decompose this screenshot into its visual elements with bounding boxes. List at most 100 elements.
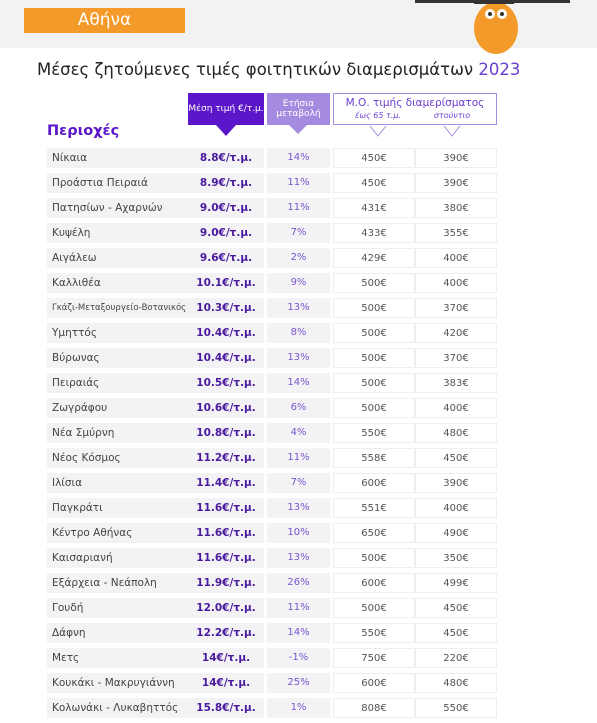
change-cell: 13% bbox=[267, 298, 330, 318]
upto65-cell: 450€ bbox=[333, 173, 415, 193]
upto65-cell: 550€ bbox=[333, 623, 415, 643]
upto65-cell: 500€ bbox=[333, 598, 415, 618]
area-cell: Νίκαια bbox=[47, 148, 188, 168]
header-arrows bbox=[216, 125, 461, 137]
upto65-cell: 551€ bbox=[333, 498, 415, 518]
price-cell: 14€/τ.μ. bbox=[188, 648, 264, 668]
upto65-cell: 500€ bbox=[333, 373, 415, 393]
change-cell: -1% bbox=[267, 648, 330, 668]
studio-cell: 400€ bbox=[415, 398, 497, 418]
price-cell: 10.1€/τ.μ. bbox=[188, 273, 264, 293]
change-cell: 8% bbox=[267, 323, 330, 343]
studio-cell: 450€ bbox=[415, 598, 497, 618]
change-cell: 11% bbox=[267, 173, 330, 193]
area-cell: Προάστια Πειραιά bbox=[47, 173, 188, 193]
change-cell: 13% bbox=[267, 348, 330, 368]
price-cell: 10.8€/τ.μ. bbox=[188, 423, 264, 443]
upto65-cell: 500€ bbox=[333, 348, 415, 368]
upto65-cell: 558€ bbox=[333, 448, 415, 468]
area-cell: Κυψέλη bbox=[47, 223, 188, 243]
price-cell: 11.6€/τ.μ. bbox=[188, 498, 264, 518]
area-cell: Καισαριανή bbox=[47, 548, 188, 568]
price-cell: 10.5€/τ.μ. bbox=[188, 373, 264, 393]
upto65-cell: 500€ bbox=[333, 273, 415, 293]
area-cell: Γκάζι-Μεταξουργείο-Βοτανικός bbox=[47, 298, 188, 318]
change-cell: 11% bbox=[267, 598, 330, 618]
studio-cell: 370€ bbox=[415, 348, 497, 368]
studio-cell: 550€ bbox=[415, 698, 497, 718]
upto65-cell: 431€ bbox=[333, 198, 415, 218]
mascot bbox=[474, 0, 518, 54]
price-cell: 11.6€/τ.μ. bbox=[188, 523, 264, 543]
change-header: Ετήσια μεταβολή bbox=[267, 93, 330, 125]
studio-cell: 370€ bbox=[415, 298, 497, 318]
area-cell: Υμηττός bbox=[47, 323, 188, 343]
change-cell: 14% bbox=[267, 623, 330, 643]
area-cell: Δάφνη bbox=[47, 623, 188, 643]
studio-cell: 383€ bbox=[415, 373, 497, 393]
studio-cell: 390€ bbox=[415, 148, 497, 168]
title-text: Μέσες ζητούμενες τιμές φοιτητικών διαμερ… bbox=[37, 60, 474, 79]
price-cell: 11.2€/τ.μ. bbox=[188, 448, 264, 468]
change-cell: 7% bbox=[267, 473, 330, 493]
city-tab: Αθήνα bbox=[24, 8, 185, 33]
upto65-cell: 550€ bbox=[333, 423, 415, 443]
area-cell: Μετς bbox=[47, 648, 188, 668]
upto65-cell: 808€ bbox=[333, 698, 415, 718]
change-cell: 14% bbox=[267, 148, 330, 168]
upto65-cell: 500€ bbox=[333, 398, 415, 418]
price-cell: 15.8€/τ.μ. bbox=[188, 698, 264, 718]
upto65-cell: 500€ bbox=[333, 548, 415, 568]
price-cell: 12.2€/τ.μ. bbox=[188, 623, 264, 643]
upto65-cell: 433€ bbox=[333, 223, 415, 243]
price-cell: 8.9€/τ.μ. bbox=[188, 173, 264, 193]
price-cell: 11.6€/τ.μ. bbox=[188, 548, 264, 568]
price-cell: 10.4€/τ.μ. bbox=[188, 323, 264, 343]
area-cell: Κολωνάκι - Λυκαβηττός bbox=[47, 698, 188, 718]
area-cell: Ζωγράφου bbox=[47, 398, 188, 418]
change-cell: 25% bbox=[267, 673, 330, 693]
price-cell: 9.6€/τ.μ. bbox=[188, 248, 264, 268]
change-cell: 14% bbox=[267, 373, 330, 393]
studio-header: στούντιο bbox=[433, 111, 471, 120]
upto65-cell: 600€ bbox=[333, 673, 415, 693]
area-cell: Νέα Σμύρνη bbox=[47, 423, 188, 443]
change-cell: 1% bbox=[267, 698, 330, 718]
change-cell: 9% bbox=[267, 273, 330, 293]
studio-cell: 355€ bbox=[415, 223, 497, 243]
title-year: 2023 bbox=[478, 60, 521, 79]
price-cell: 11.9€/τ.μ. bbox=[188, 573, 264, 593]
change-cell: 13% bbox=[267, 498, 330, 518]
change-cell: 11% bbox=[267, 448, 330, 468]
title: Μέσες ζητούμενες τιμές φοιτητικών διαμερ… bbox=[37, 60, 520, 79]
studio-cell: 390€ bbox=[415, 473, 497, 493]
studio-cell: 499€ bbox=[415, 573, 497, 593]
area-cell: Βύρωνας bbox=[47, 348, 188, 368]
studio-cell: 480€ bbox=[415, 423, 497, 443]
area-header: Περιοχές bbox=[47, 123, 120, 139]
studio-cell: 400€ bbox=[415, 273, 497, 293]
price-header: Μέση τιμή €/τ.μ. bbox=[188, 93, 264, 125]
price-cell: 10.6€/τ.μ. bbox=[188, 398, 264, 418]
change-cell: 4% bbox=[267, 423, 330, 443]
area-cell: Αιγάλεω bbox=[47, 248, 188, 268]
area-cell: Κέντρο Αθήνας bbox=[47, 523, 188, 543]
price-cell: 9.0€/τ.μ. bbox=[188, 223, 264, 243]
change-cell: 13% bbox=[267, 548, 330, 568]
area-cell: Εξάρχεια - Νεάπολη bbox=[47, 573, 188, 593]
area-cell: Κουκάκι - Μακρυγιάννη bbox=[47, 673, 188, 693]
price-cell: 8.8€/τ.μ. bbox=[188, 148, 264, 168]
area-cell: Πατησίων - Αχαρνών bbox=[47, 198, 188, 218]
studio-cell: 220€ bbox=[415, 648, 497, 668]
upto65-header: έως 65 τ.μ. bbox=[355, 111, 401, 120]
upto65-cell: 650€ bbox=[333, 523, 415, 543]
area-cell: Καλλιθέα bbox=[47, 273, 188, 293]
change-cell: 2% bbox=[267, 248, 330, 268]
area-cell: Γουδή bbox=[47, 598, 188, 618]
studio-cell: 400€ bbox=[415, 498, 497, 518]
studio-cell: 390€ bbox=[415, 173, 497, 193]
average-header: Μ.Ο. τιμής διαμερίσματος bbox=[345, 97, 485, 109]
price-cell: 11.4€/τ.μ. bbox=[188, 473, 264, 493]
upto65-cell: 500€ bbox=[333, 298, 415, 318]
